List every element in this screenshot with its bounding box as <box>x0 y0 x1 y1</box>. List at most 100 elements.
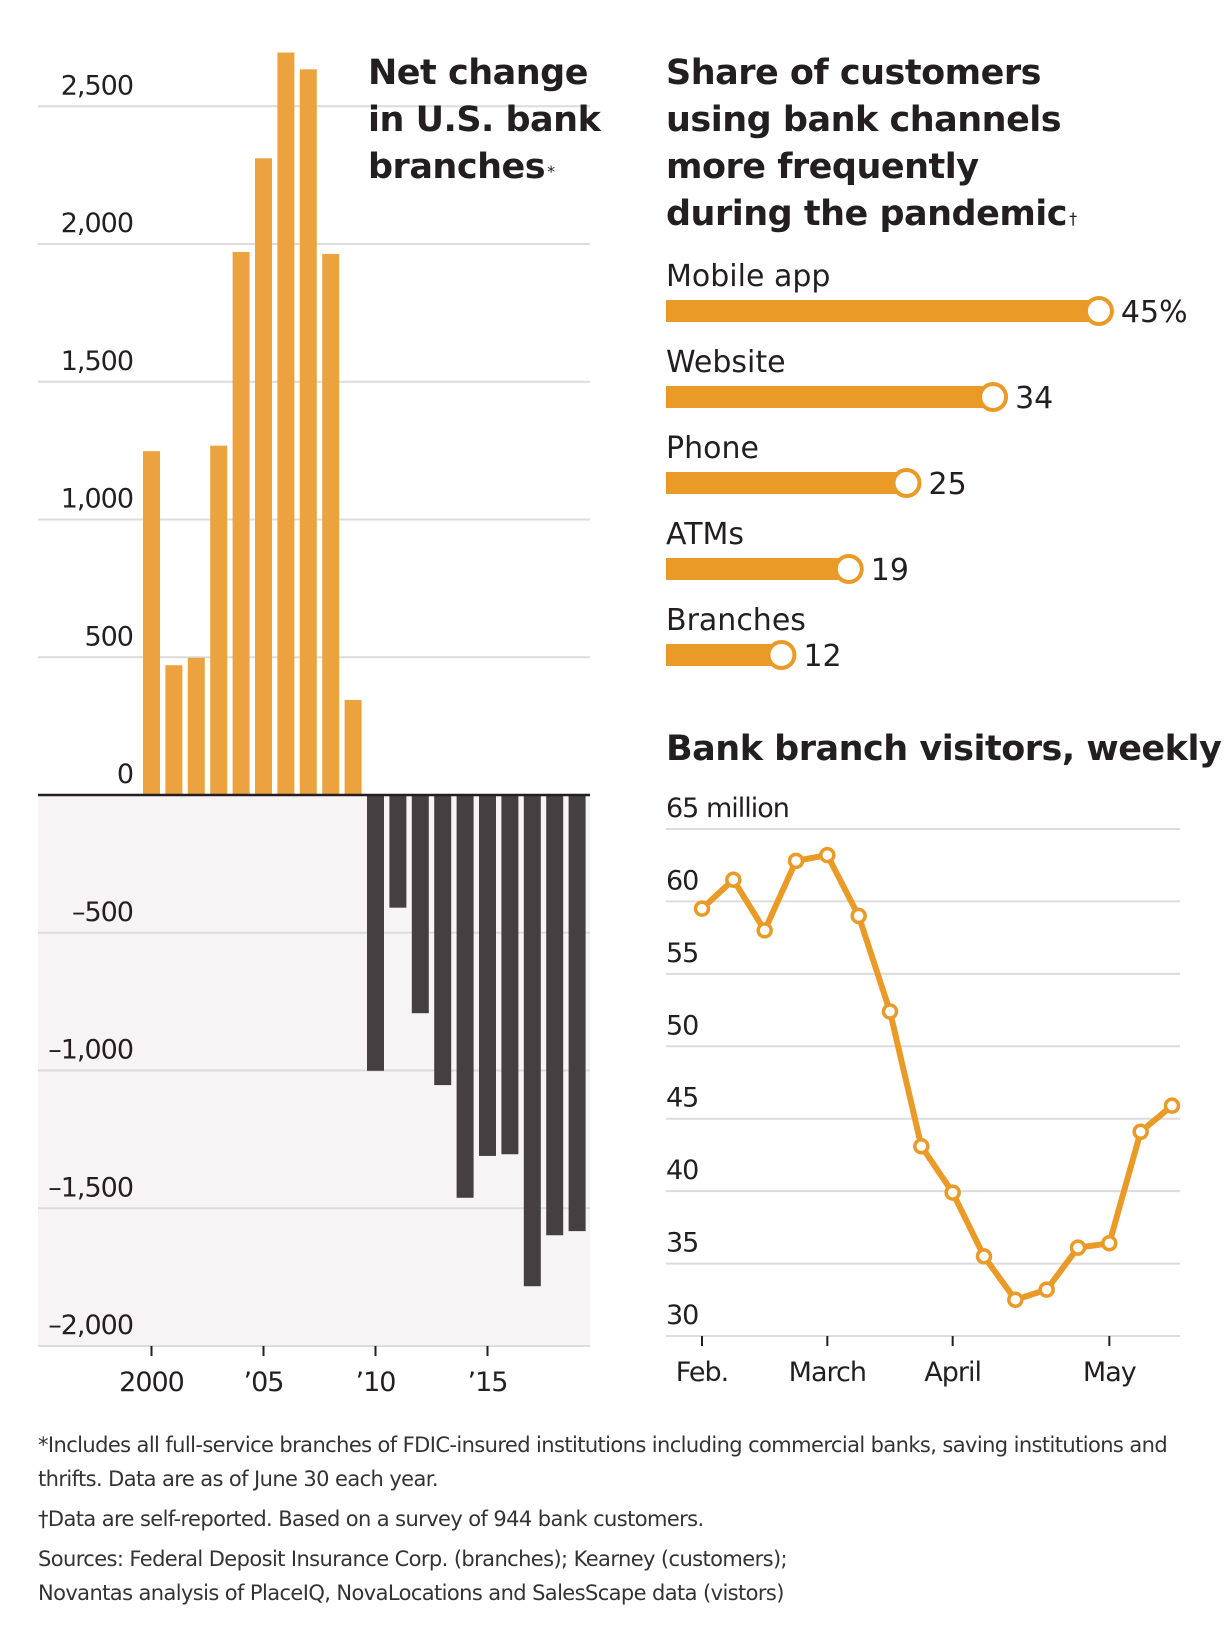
data-point <box>913 1137 930 1155</box>
y-tick-label: 65 million <box>666 793 789 824</box>
bar-phone <box>666 472 907 494</box>
y-tick-label: 40 <box>666 1155 698 1186</box>
bar-2005 <box>255 158 272 795</box>
data-point <box>1132 1123 1149 1141</box>
data-point <box>1038 1281 1055 1298</box>
y-tick-label: 55 <box>666 938 698 969</box>
branches-bar-chart: 2,500 2,000 1,500 1,000 500 0 –500 –1,000 –1,500… <box>38 52 590 1398</box>
bar-2011 <box>389 795 407 908</box>
bar-2002 <box>187 657 205 795</box>
data-point <box>693 900 711 917</box>
bar-2000 <box>143 451 160 795</box>
bar-2015 <box>479 795 496 1156</box>
bar-2004 <box>232 251 250 795</box>
bar-2010 <box>367 795 384 1071</box>
bar-2019 <box>568 795 586 1232</box>
x-tick-label: May <box>1083 1357 1137 1388</box>
category-label: Website <box>666 345 786 380</box>
bar-2013 <box>434 795 452 1086</box>
x-tick-label: ’05 <box>244 1367 284 1398</box>
bar-2001 <box>165 665 183 795</box>
data-point <box>975 1248 993 1265</box>
data-point <box>850 907 867 925</box>
data-point <box>1007 1291 1024 1309</box>
footnote-survey: †Data are self-reported. Based on a surv… <box>38 1507 704 1531</box>
y-tick-label: 1,500 <box>61 346 133 377</box>
y-tick-label: –1,000 <box>48 1035 133 1066</box>
title-line: during the pandemic <box>666 194 1068 234</box>
value-label: 45% <box>1121 295 1188 330</box>
title-line: in U.S. bank <box>368 100 601 140</box>
bar-website <box>666 386 994 408</box>
y-tick-label: 1,000 <box>61 484 133 515</box>
bar-2012 <box>411 795 429 1014</box>
data-point <box>819 846 836 864</box>
x-tick-label: April <box>924 1357 981 1388</box>
y-tick-label: 0 <box>117 759 133 790</box>
data-point <box>1069 1239 1087 1256</box>
visitors-chart-title: Bank branch visitors, weekly <box>666 729 1222 769</box>
x-tick-label: March <box>789 1357 866 1388</box>
bar-end-marker <box>833 554 864 584</box>
x-tick-label: Feb. <box>676 1357 728 1388</box>
y-tick-label: 45 <box>666 1083 698 1114</box>
bar-end-marker <box>978 382 1009 412</box>
bar-2003 <box>210 445 228 795</box>
title-line: Net change <box>368 53 588 93</box>
category-label: Mobile app <box>666 259 830 294</box>
value-label: 34 <box>1015 381 1053 416</box>
title-line: branches <box>368 147 546 187</box>
data-point <box>881 1003 899 1020</box>
footnotes: *Includes all full-service branches of F… <box>38 1428 1198 1610</box>
y-tick-label: 500 <box>84 621 133 652</box>
visitors-line-chart: 65 million 60 55 50 45 40 35 30 Feb. March April Ma… <box>666 793 1181 1388</box>
y-tick-label: 2,500 <box>61 70 133 101</box>
branches-chart-title: Net change in U.S. bank branches * <box>368 50 601 191</box>
bar-mobile-app <box>666 300 1099 322</box>
title-line: using bank channels <box>666 100 1062 140</box>
title-line: more frequently <box>666 147 979 187</box>
bar-2008 <box>322 253 340 796</box>
x-tick-label: 2000 <box>119 1367 184 1398</box>
y-tick-label: 50 <box>666 1010 698 1041</box>
bar-2009 <box>344 699 362 795</box>
bar-2018 <box>546 795 564 1236</box>
value-label: 19 <box>871 553 909 588</box>
bar-2006 <box>277 52 295 795</box>
y-tick-label: 60 <box>666 865 698 896</box>
value-label: 12 <box>803 639 841 674</box>
y-tick-label: –500 <box>72 897 133 928</box>
data-point <box>756 922 773 939</box>
bar-2014 <box>456 795 474 1198</box>
bar-branches <box>666 644 782 666</box>
y-tick-label: 2,000 <box>61 208 133 239</box>
channels-bar-chart: Mobile app 45% Website 34 Phone 25 ATMs 19 Branc… <box>666 259 1188 674</box>
bar-end-marker <box>891 468 922 498</box>
category-label: Phone <box>666 431 759 466</box>
category-label: Branches <box>666 603 806 638</box>
footnote-branches: *Includes all full-service branches of F… <box>38 1433 1168 1491</box>
bar-atms <box>666 558 849 580</box>
data-point <box>1163 1097 1181 1114</box>
value-label: 25 <box>929 467 967 502</box>
category-label: ATMs <box>666 517 744 552</box>
bar-2007 <box>299 69 317 795</box>
x-tick-label: ’15 <box>468 1367 508 1398</box>
sources-line-1: Sources: Federal Deposit Insurance Corp.… <box>38 1547 788 1571</box>
channels-chart-title: Share of customers using bank channels m… <box>666 50 1077 238</box>
data-point <box>1101 1235 1118 1252</box>
bar-end-marker <box>1083 296 1114 326</box>
bar-end-marker <box>766 640 797 670</box>
data-point <box>725 871 742 888</box>
y-tick-label: –1,500 <box>48 1172 133 1203</box>
y-tick-label: 35 <box>666 1228 698 1259</box>
x-tick-label: ’10 <box>356 1367 396 1398</box>
footnote-mark: † <box>1069 209 1077 228</box>
bar-2017 <box>523 795 541 1287</box>
title-line: Share of customers <box>666 53 1041 93</box>
data-point <box>944 1184 961 1201</box>
footnote-mark: * <box>547 162 555 181</box>
series-line <box>699 852 1174 1303</box>
y-tick-label: –2,000 <box>48 1310 133 1341</box>
